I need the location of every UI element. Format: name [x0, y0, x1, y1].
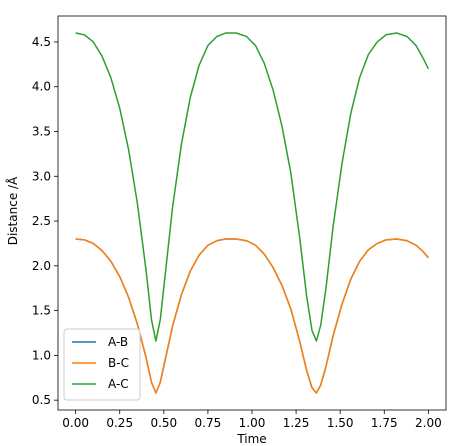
legend-label-a-b: A-B	[108, 335, 128, 349]
x-tick-label: 1.25	[283, 416, 310, 430]
y-tick-label: 2.0	[32, 259, 51, 273]
y-tick-label: 1.0	[32, 348, 51, 362]
legend-label-b-c: B-C	[108, 356, 129, 370]
legend-box	[63, 328, 141, 401]
x-tick-label: 0.00	[62, 416, 89, 430]
axes-layer: 0.00 0.25 0.50 0.75 1.00 1.25 1.50 1.75 2.00 0.5 1…	[32, 15, 447, 430]
legend: A-B B-C A-C	[63, 328, 141, 401]
y-tick-label: 0.5	[32, 393, 51, 407]
y-tick-label: 4.5	[32, 35, 51, 49]
x-tick-label: 1.75	[371, 416, 398, 430]
y-tick-label: 3.0	[32, 169, 51, 183]
y-tick-label: 2.5	[32, 214, 51, 228]
y-tick-label: 1.5	[32, 304, 51, 318]
y-tick-label: 4.0	[32, 80, 51, 94]
x-tick-label: 0.75	[195, 416, 222, 430]
x-tick-label: 2.00	[415, 416, 442, 430]
x-tick-label: 0.25	[106, 416, 133, 430]
x-tick-label: 0.50	[150, 416, 177, 430]
x-axis-label: Time	[236, 432, 266, 446]
x-tick-label: 1.50	[327, 416, 354, 430]
x-tick-label: 1.00	[239, 416, 266, 430]
y-tick-label: 3.5	[32, 125, 51, 139]
series-line-a-c	[75, 32, 430, 342]
legend-label-a-c: A-C	[108, 377, 129, 391]
y-axis-label: Distance /Å	[5, 176, 20, 245]
